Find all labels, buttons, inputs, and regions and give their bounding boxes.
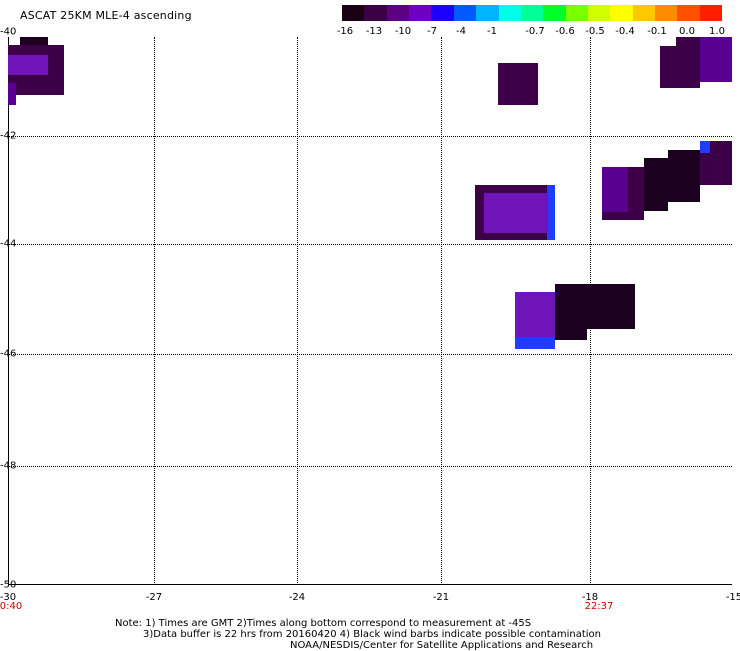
note-line-1: Note: 1) Times are GMT 2)Times along bot… [115,618,532,629]
longitude-label: -30 [0,592,17,603]
colorbar-tick-label: -4 [456,26,466,37]
colorbar-swatch [453,5,477,21]
colorbar-tick-label: -10 [394,26,412,37]
colorbar-tick-label: -0.1 [647,26,667,37]
plot-left-axis [8,37,9,585]
colorbar-swatch [431,5,454,21]
latitude-label: -40 [0,26,17,38]
longitude-label: -27 [145,592,163,603]
plot-bottom-axis [8,584,732,585]
colorbar-swatch [610,5,633,21]
colorbar-tick-label: -0.5 [585,26,605,37]
colorbar-tick-label: -16 [336,26,354,37]
latitude-label: -50 [0,579,17,591]
colorbar-ticks: -16 -13 -10 -7 -4 -1 -0.7 -0.6 -0.5 -0.4 -0.1 0.0 1.… [330,26,740,40]
colorbar-tick-label: -7 [427,26,437,37]
colorbar-tick-label: -13 [365,26,383,37]
wind-swath-cell [498,63,538,105]
wind-swath-cell [700,37,732,82]
colorbar-swatch [498,5,521,21]
latitude-gridline [8,244,732,245]
colorbar [342,5,723,21]
note-line-2: 3)Data buffer is 22 hrs from 20160420 4)… [143,629,601,640]
colorbar-swatch [386,5,410,21]
wind-swath-cell [8,83,16,105]
longitude-label: -18 [581,592,599,603]
latitude-label: -42 [0,130,17,142]
wind-swath-cell [644,158,668,211]
colorbar-swatch [632,5,656,21]
colorbar-swatch [655,5,678,21]
colorbar-swatch [520,5,544,21]
latitude-gridline [8,354,732,355]
latitude-label: -44 [0,238,17,250]
colorbar-tick-label: -1 [487,26,497,37]
colorbar-swatch [587,5,611,21]
longitude-label: -21 [432,592,450,603]
wind-swath-cell [8,55,48,75]
wind-swath-cell [555,284,587,340]
colorbar-swatch [699,5,723,21]
latitude-label: -48 [0,460,17,472]
colorbar-swatch [364,5,387,21]
wind-swath-cell [587,284,635,329]
wind-swath-cell [602,167,628,212]
map-title: ASCAT 25KM MLE-4 ascending [20,9,192,22]
latitude-label: -46 [0,348,17,360]
colorbar-swatch [677,5,700,21]
time-label-left: 0:40 [0,601,23,612]
colorbar-swatch [476,5,499,21]
colorbar-tick-label: -0.6 [555,26,575,37]
latitude-gridline [8,136,732,137]
colorbar-swatch [543,5,566,21]
longitude-label: -15 [725,592,740,603]
wind-swath-cell [668,150,700,202]
wind-swath-cell [515,292,555,337]
map-plot [8,37,732,585]
colorbar-swatch [342,5,365,21]
colorbar-tick-label: -0.4 [615,26,635,37]
latitude-gridline [8,466,732,467]
wind-swath-cell [700,141,710,153]
colorbar-tick-label: 1.0 [709,26,725,37]
wind-swath-cell [484,193,548,233]
colorbar-tick-label: -0.7 [525,26,545,37]
colorbar-swatch [565,5,588,21]
longitude-gridline [441,37,442,585]
colorbar-tick-label: 0.0 [679,26,695,37]
colorbar-swatch [409,5,432,21]
longitude-gridline [154,37,155,585]
longitude-gridline [297,37,298,585]
note-line-3: NOAA/NESDIS/Center for Satellite Applica… [290,640,594,651]
time-label-right: 22:37 [584,601,614,612]
longitude-label: -24 [288,592,306,603]
